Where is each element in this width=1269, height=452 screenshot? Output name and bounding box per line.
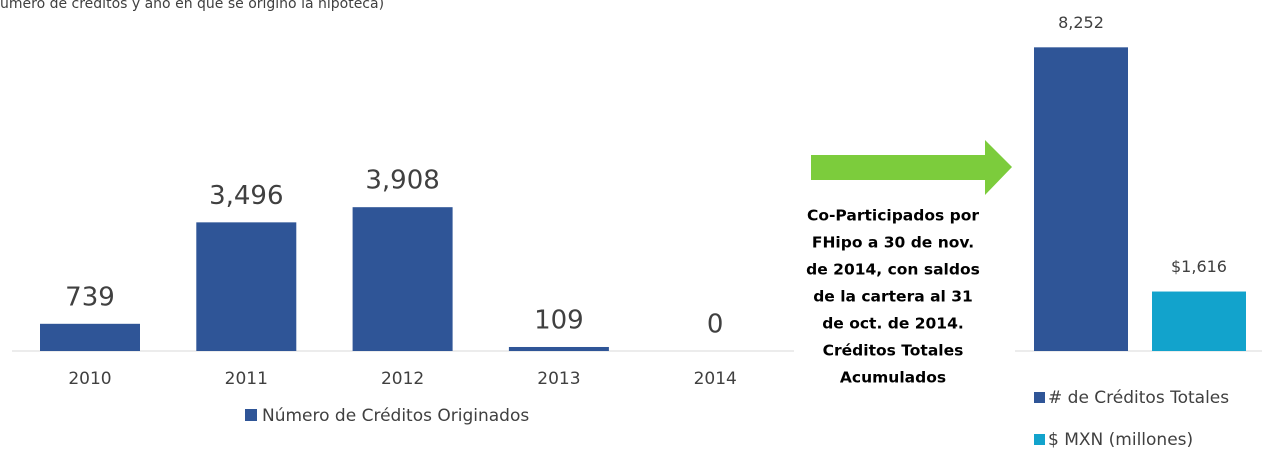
annotation: Créditos Totales (823, 342, 964, 360)
bar (1034, 47, 1128, 351)
value-label: 109 (534, 305, 584, 335)
value-label: 8,252 (1058, 13, 1104, 32)
annotation: de oct. de 2014. (822, 315, 964, 333)
bar (508, 346, 609, 351)
x-tick-label: 2013 (537, 369, 580, 389)
legend-swatch (1034, 392, 1045, 403)
legend-label: # de Créditos Totales (1048, 388, 1229, 408)
bar (196, 222, 297, 351)
value-label: 3,908 (365, 166, 439, 196)
annotation: de la cartera al 31 (813, 288, 973, 306)
bar (352, 207, 453, 351)
bar (40, 323, 140, 351)
arrow (811, 140, 1012, 195)
x-tick-label: 2011 (225, 369, 268, 389)
annotation: Co-Participados por (807, 207, 979, 225)
annotation: FHipo a 30 de nov. (812, 234, 974, 252)
x-tick-label: 2014 (694, 369, 737, 389)
chart-subtitle: úmero de créditos y año en que se origin… (0, 0, 384, 12)
annotation: de 2014, con saldos (806, 261, 980, 279)
legend-swatch (1034, 434, 1045, 445)
legend-swatch (245, 409, 257, 421)
legend-label: Número de Créditos Originados (262, 406, 529, 426)
value-label: 3,496 (209, 181, 283, 211)
value-label: 739 (65, 282, 115, 312)
value-label: $1,616 (1171, 257, 1227, 276)
annotation: Acumulados (840, 369, 946, 387)
legend-label: $ MXN (millones) (1048, 430, 1193, 450)
value-label: 0 (707, 310, 724, 340)
x-tick-label: 2012 (381, 369, 424, 389)
bar (1152, 291, 1246, 351)
x-tick-label: 2010 (68, 369, 111, 389)
